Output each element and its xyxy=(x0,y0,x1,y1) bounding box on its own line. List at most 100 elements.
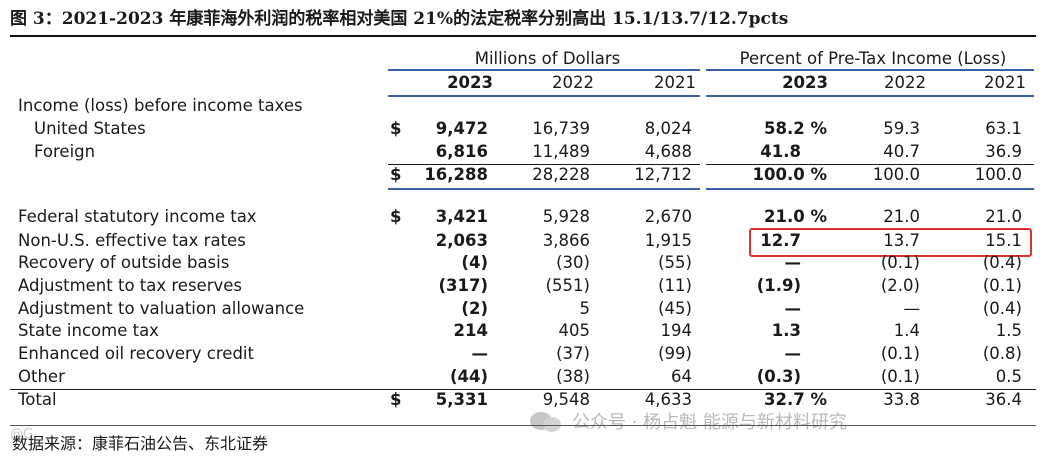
source-rule xyxy=(10,425,1036,426)
dollar-sign: $ xyxy=(390,207,402,226)
cell: (1.9) xyxy=(756,276,801,295)
cell: 40.7 xyxy=(883,142,920,161)
row-label: Non-U.S. effective tax rates xyxy=(18,231,246,250)
cell: (99) xyxy=(658,344,692,363)
source-note: 数据来源：康菲石油公告、东北证券 xyxy=(12,434,269,453)
cell: 5,928 xyxy=(542,207,590,226)
cell: (0.4) xyxy=(982,253,1022,272)
cell: (0.1) xyxy=(982,276,1022,295)
cell: (2) xyxy=(461,299,488,318)
row-label: Adjustment to tax reserves xyxy=(18,276,242,295)
cell: (30) xyxy=(556,253,590,272)
cell: 8,024 xyxy=(644,119,692,138)
cell: 6,816 xyxy=(435,142,488,161)
cell: 41.8 xyxy=(760,142,801,161)
cell: 100.0 % xyxy=(752,165,827,184)
header-percent: Percent of Pre-Tax Income (Loss) xyxy=(739,49,1007,68)
cell: 0.5 xyxy=(995,367,1022,386)
cell: 4,688 xyxy=(644,142,692,161)
cell: — xyxy=(784,299,802,318)
header-rule-millions xyxy=(388,69,700,71)
subtotal-rule-millions xyxy=(388,164,700,165)
cell: 12.7 xyxy=(760,231,801,250)
watermark-text: 公众号 · 杨占魁 能源与新材料研究 xyxy=(572,412,847,433)
cell: (4) xyxy=(461,253,488,272)
total-rule-percent xyxy=(706,188,1034,190)
total-top-rule xyxy=(10,389,1036,390)
year-rule-millions xyxy=(388,95,700,97)
cell: (0.8) xyxy=(982,344,1022,363)
cell: 21.0 % xyxy=(764,207,827,226)
cell: 21.0 xyxy=(883,207,920,226)
cell: (44) xyxy=(449,367,488,386)
cell: (11) xyxy=(658,276,692,295)
highlight-box xyxy=(749,228,1032,257)
dollar-sign: $ xyxy=(390,165,402,184)
cell: 4,633 xyxy=(644,390,692,409)
row-label: Federal statutory income tax xyxy=(18,207,257,226)
cell: (551) xyxy=(545,276,590,295)
cell: 1.4 xyxy=(893,321,920,340)
section-label: Income (loss) before income taxes xyxy=(18,96,303,115)
cell: (45) xyxy=(658,299,692,318)
subtotal-rule-percent xyxy=(706,164,1034,165)
row-label: Other xyxy=(18,367,65,386)
cell: 9,548 xyxy=(542,390,590,409)
year-m-2023: 2023 xyxy=(447,73,493,92)
cell: 32.7 % xyxy=(764,390,827,409)
year-rule-percent xyxy=(706,95,1034,97)
cell: 13.7 xyxy=(883,231,920,250)
row-label: Enhanced oil recovery credit xyxy=(18,344,254,363)
row-label: State income tax xyxy=(18,321,159,340)
title-rule xyxy=(10,35,1036,37)
year-p-2022: 2022 xyxy=(884,73,926,92)
cell: (55) xyxy=(658,253,692,272)
cell: 194 xyxy=(660,321,693,340)
cell: — xyxy=(784,253,802,272)
cell: (0.4) xyxy=(982,299,1022,318)
cell: 405 xyxy=(558,321,591,340)
cell: (0.1) xyxy=(880,367,920,386)
cell: 100.0 xyxy=(872,165,920,184)
cell: (0.1) xyxy=(880,253,920,272)
row-label: United States xyxy=(34,119,146,138)
cell: 5,331 xyxy=(435,390,488,409)
cell: 3,866 xyxy=(542,231,590,250)
cell: 63.1 xyxy=(985,119,1022,138)
cell: 16,288 xyxy=(424,165,488,184)
row-label: Adjustment to valuation allowance xyxy=(18,299,305,318)
dollar-sign: $ xyxy=(390,390,402,409)
year-p-2021: 2021 xyxy=(984,73,1026,92)
cell: 33.8 xyxy=(883,390,920,409)
row-label: Foreign xyxy=(34,142,96,161)
cell: 5 xyxy=(579,299,591,318)
cell: 12,712 xyxy=(634,165,692,184)
total-rule-millions xyxy=(388,188,700,190)
cell: 1.5 xyxy=(995,321,1022,340)
corner-watermark: @G xyxy=(10,427,34,442)
cell: — xyxy=(471,344,489,363)
cell: (0.3) xyxy=(756,367,801,386)
cell: (0.1) xyxy=(880,344,920,363)
watermark: 公众号 · 杨占魁 能源与新材料研究 xyxy=(530,408,847,434)
year-p-2023: 2023 xyxy=(782,73,828,92)
figure-title: 图 3：2021-2023 年康菲海外利润的税率相对美国 21%的法定税率分别高… xyxy=(10,9,789,29)
cell: 15.1 xyxy=(985,231,1022,250)
cell: (317) xyxy=(438,276,488,295)
cell: 9,472 xyxy=(435,119,488,138)
cell: 1.3 xyxy=(771,321,801,340)
cell: 36.9 xyxy=(985,142,1022,161)
cell: 11,489 xyxy=(532,142,590,161)
cell: 36.4 xyxy=(985,390,1022,409)
wechat-icon xyxy=(530,409,564,433)
cell: — xyxy=(903,299,921,318)
year-m-2022: 2022 xyxy=(552,73,594,92)
cell: 1,915 xyxy=(644,231,692,250)
cell: — xyxy=(784,344,802,363)
row-label-total: Total xyxy=(18,390,57,409)
cell: (2.0) xyxy=(880,276,920,295)
cell: 21.0 xyxy=(985,207,1022,226)
cell: 214 xyxy=(453,321,488,340)
cell: 64 xyxy=(671,367,692,386)
cell: 2,063 xyxy=(435,231,488,250)
